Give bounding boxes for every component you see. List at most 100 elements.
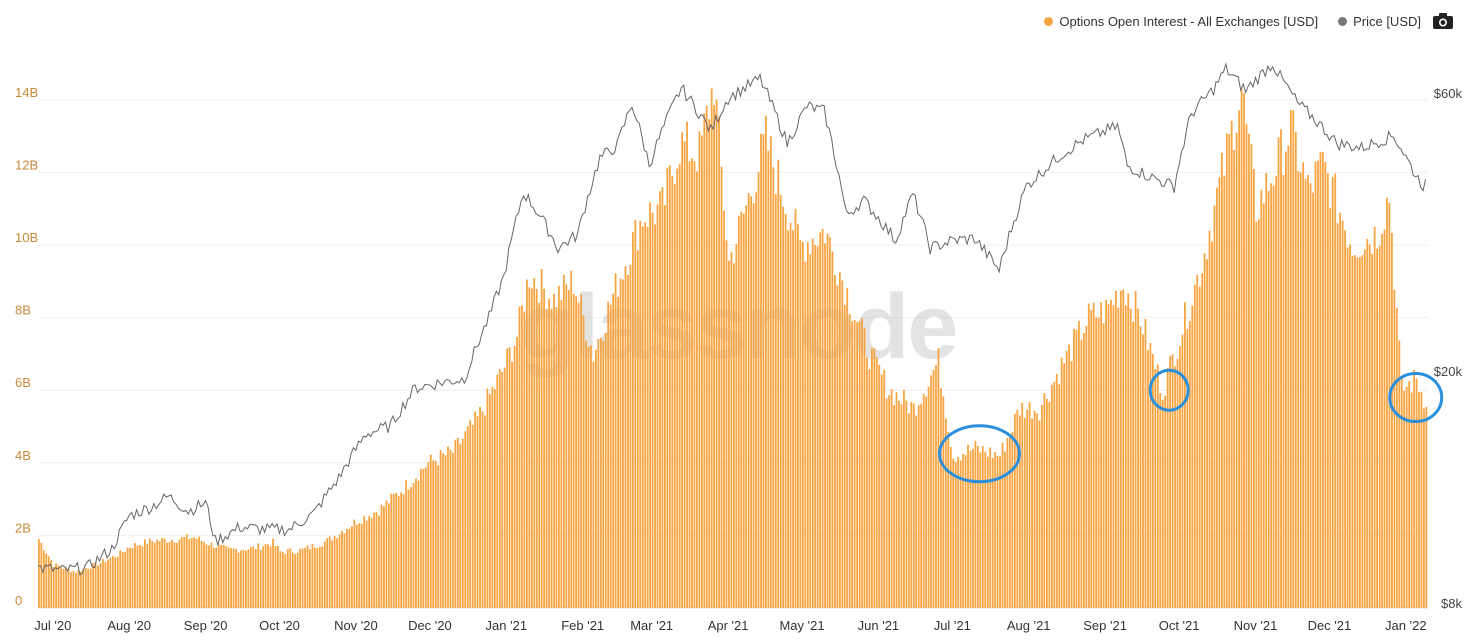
- x-tick-label: Nov '20: [334, 618, 378, 633]
- oi-bar: [1159, 393, 1162, 608]
- oi-bar: [47, 556, 50, 608]
- oi-bar: [496, 374, 499, 608]
- oi-bar: [981, 445, 984, 608]
- oi-bar: [1164, 395, 1167, 608]
- oi-bar: [326, 538, 329, 608]
- oi-bar: [464, 431, 467, 608]
- oi-bar: [718, 116, 720, 608]
- oi-bar: [972, 448, 974, 608]
- oi-bar: [247, 549, 250, 608]
- oi-bar: [264, 544, 267, 608]
- oi-bar: [792, 230, 794, 609]
- oi-bar: [97, 565, 99, 608]
- oi-bar: [141, 546, 144, 608]
- oi-bar: [728, 260, 730, 608]
- oi-bar: [454, 439, 457, 608]
- oi-bar: [590, 345, 592, 608]
- oi-bar: [1376, 248, 1379, 609]
- oi-bar: [94, 561, 97, 608]
- oi-bar: [1018, 415, 1021, 608]
- oi-bar: [740, 211, 743, 608]
- oi-bar: [619, 278, 622, 608]
- oi-bar: [1082, 333, 1085, 608]
- oi-bar: [284, 553, 287, 608]
- oi-bar: [1326, 173, 1329, 608]
- oi-bar: [715, 99, 718, 609]
- oi-bar: [420, 468, 422, 608]
- oi-bar: [183, 537, 186, 608]
- oi-bar: [533, 278, 536, 608]
- oi-bar: [1186, 328, 1189, 608]
- oi-bar: [976, 445, 979, 608]
- oi-bar: [1208, 230, 1211, 608]
- oi-bar: [1378, 245, 1381, 609]
- oi-bar: [1105, 299, 1107, 608]
- oi-bar: [215, 547, 218, 608]
- oi-bar: [1248, 133, 1250, 608]
- oi-bar: [476, 416, 479, 608]
- oi-bar: [1294, 132, 1297, 609]
- oi-bar: [967, 444, 969, 608]
- oi-bar: [42, 550, 45, 608]
- oi-bar: [318, 546, 321, 608]
- oi-bar: [185, 534, 188, 608]
- oi-bar: [1329, 207, 1332, 608]
- oi-bar: [735, 243, 738, 608]
- camera-icon[interactable]: [1433, 13, 1453, 29]
- oi-bar: [991, 457, 994, 608]
- oi-bar: [1349, 244, 1351, 608]
- oi-bar: [1368, 244, 1371, 608]
- oi-bar: [1336, 223, 1339, 608]
- oi-bar: [1334, 173, 1337, 608]
- x-tick-label: Apr '21: [708, 618, 749, 633]
- legend-item-oi[interactable]: Options Open Interest - All Exchanges [U…: [1044, 14, 1318, 29]
- oi-bar: [974, 440, 977, 608]
- oi-bar: [1346, 247, 1349, 608]
- oi-bar: [809, 254, 812, 608]
- oi-bar: [1344, 230, 1346, 608]
- oi-bar: [1270, 183, 1273, 609]
- oi-bar: [1415, 378, 1418, 608]
- oi-bar: [762, 134, 765, 608]
- oi-bar: [1137, 308, 1139, 608]
- oi-bar: [390, 493, 393, 608]
- oi-bar: [333, 535, 336, 608]
- oi-bar: [1023, 417, 1026, 608]
- oi-bar: [1026, 409, 1029, 608]
- oi-bar: [668, 165, 671, 608]
- oi-bar: [671, 175, 674, 608]
- oi-bar: [861, 318, 863, 608]
- oi-bar: [1065, 350, 1068, 608]
- oi-bar: [1373, 226, 1376, 608]
- price-line: [38, 62, 1426, 576]
- oi-bar: [602, 340, 605, 608]
- oi-bar: [432, 460, 435, 608]
- oi-bar: [1282, 175, 1285, 609]
- oi-bar: [474, 411, 476, 608]
- oi-bar: [217, 544, 220, 608]
- x-tick-label: Jan '21: [486, 618, 528, 633]
- legend-item-price[interactable]: Price [USD]: [1338, 14, 1421, 29]
- oi-bar: [962, 453, 964, 608]
- oi-bar: [1001, 442, 1004, 608]
- y-left-tick-label: 12B: [15, 157, 38, 172]
- oi-bar: [1307, 174, 1310, 608]
- oi-bar: [1314, 161, 1317, 608]
- oi-bar: [104, 562, 107, 608]
- oi-bar: [281, 551, 284, 608]
- oi-bar: [55, 563, 58, 608]
- oi-bar: [641, 226, 644, 609]
- oi-bar: [131, 548, 134, 608]
- oi-bar: [829, 237, 831, 608]
- oi-bar: [585, 340, 587, 608]
- oi-bar: [1230, 120, 1233, 609]
- oi-bar: [799, 240, 802, 608]
- oi-bar: [612, 293, 615, 608]
- y-left-tick-label: 10B: [15, 230, 38, 245]
- oi-bar: [900, 404, 903, 608]
- oi-bar: [161, 538, 163, 608]
- legend-price-label: Price [USD]: [1353, 14, 1421, 29]
- oi-bar: [530, 288, 533, 608]
- oi-bar: [999, 456, 1001, 608]
